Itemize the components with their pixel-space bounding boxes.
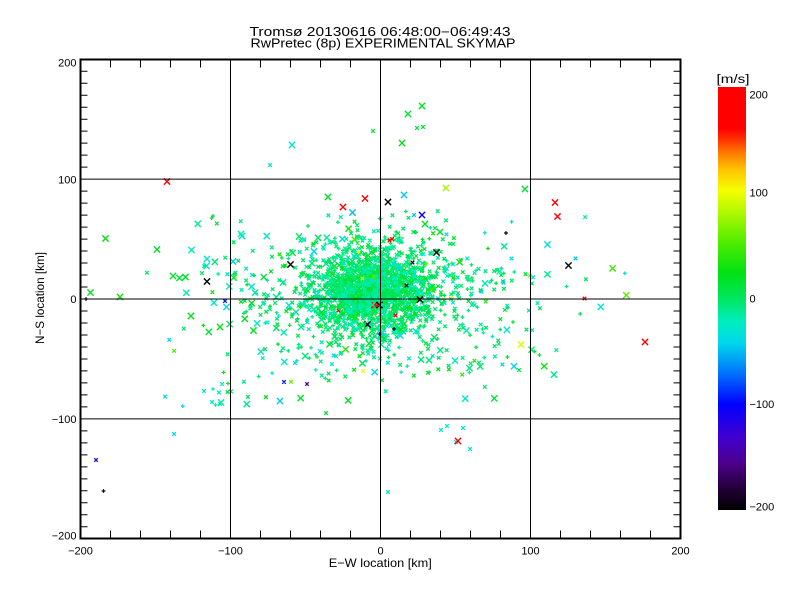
svg-text:100: 100	[750, 188, 768, 200]
svg-text:−200: −200	[68, 546, 93, 558]
svg-text:200: 200	[58, 58, 76, 70]
svg-text:E−W location [km]: E−W location [km]	[329, 556, 432, 570]
svg-text:−200: −200	[52, 531, 77, 543]
svg-text:N−S location [km]: N−S location [km]	[33, 252, 47, 344]
svg-text:0: 0	[750, 294, 756, 306]
svg-text:Tromsø 20130616 06:48:00−06:49: Tromsø 20130616 06:48:00−06:49:43	[250, 25, 511, 39]
svg-text:[m/s]: [m/s]	[717, 74, 750, 86]
svg-text:−100: −100	[52, 414, 77, 426]
svg-text:100: 100	[521, 546, 539, 558]
svg-text:0: 0	[377, 546, 383, 558]
svg-text:200: 200	[671, 546, 689, 558]
svg-text:200: 200	[750, 90, 768, 102]
svg-text:−100: −100	[750, 399, 775, 411]
svg-text:−200: −200	[750, 502, 775, 514]
svg-text:−100: −100	[218, 546, 243, 558]
svg-text:0: 0	[70, 294, 76, 306]
svg-text:100: 100	[58, 175, 76, 187]
svg-text:RwPretec (8p) EXPERIMENTAL SKY: RwPretec (8p) EXPERIMENTAL SKYMAP	[251, 37, 516, 51]
